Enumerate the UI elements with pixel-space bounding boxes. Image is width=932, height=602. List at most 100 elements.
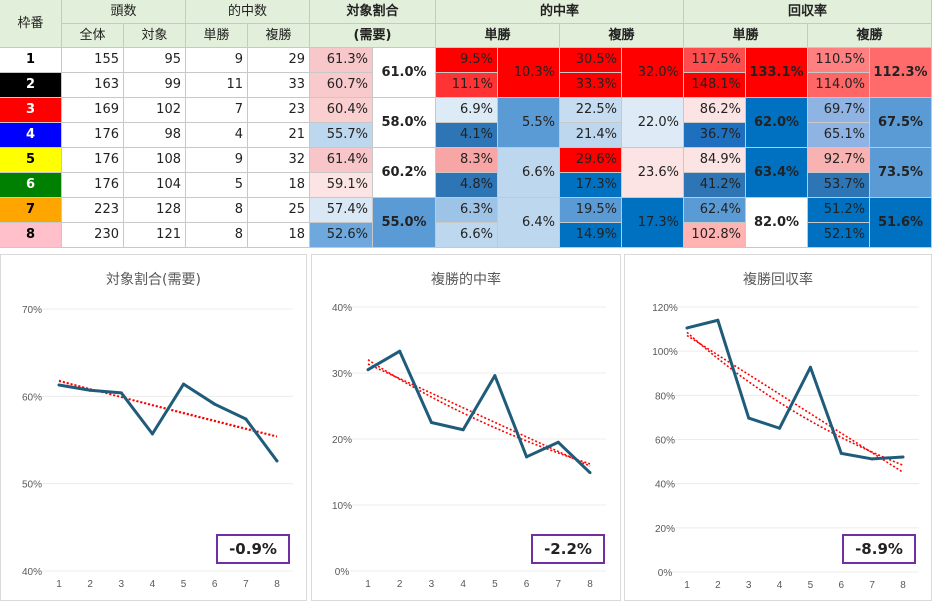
data-point <box>901 455 905 459</box>
header-fuku-rate: 複勝 <box>560 24 684 48</box>
chart-svg: 0% 10% 20% 30% 40% 1 2 3 4 5 6 7 8 <box>332 303 606 590</box>
cell-fuku-hit: 23 <box>248 98 310 123</box>
data-point <box>685 326 689 330</box>
cell-ratio: 60.7% <box>310 73 373 98</box>
x-tick-label: 8 <box>587 579 593 590</box>
chart-svg: 0% 20% 40% 60% 80% 100% 120% 1 2 3 4 5 6 7 8 <box>652 303 919 591</box>
cell-fuku-ret: 92.7% <box>808 148 870 173</box>
cell-fuku-ret: 114.0% <box>808 73 870 98</box>
trendline-linear <box>686 334 904 473</box>
cell-tan-rate: 6.9% <box>436 98 498 123</box>
pair-tan-ret: 62.0% <box>746 98 808 148</box>
cell-taishou: 102 <box>124 98 186 123</box>
header-fukushou: 複勝 <box>248 24 310 48</box>
data-point <box>556 440 560 444</box>
waku-2: 2 <box>0 73 62 98</box>
cell-tan-ret: 41.2% <box>684 173 746 198</box>
cell-fuku-hit: 18 <box>248 173 310 198</box>
y-tick-label: 40% <box>22 567 42 578</box>
cell-zentai: 223 <box>62 198 124 223</box>
pair-fuku-ret: 73.5% <box>870 148 932 198</box>
data-point <box>150 432 154 436</box>
data-point <box>88 388 92 392</box>
x-tick-label: 4 <box>777 580 783 591</box>
cell-tan-rate: 6.3% <box>436 198 498 223</box>
y-tick-label: 70% <box>22 305 42 316</box>
series-line <box>58 382 279 462</box>
cell-tan-hit: 11 <box>186 73 248 98</box>
data-point <box>461 428 465 432</box>
x-tick-label: 7 <box>869 580 875 591</box>
waku-4: 4 <box>0 123 62 148</box>
cell-ratio: 61.4% <box>310 148 373 173</box>
data-point <box>808 365 812 369</box>
pair-fuku-ret: 112.3% <box>870 48 932 98</box>
pair-tan-rate: 5.5% <box>498 98 560 148</box>
cell-taishou: 99 <box>124 73 186 98</box>
x-tick-label: 2 <box>715 580 721 591</box>
cell-ratio: 52.6% <box>310 223 373 248</box>
header-tanshou: 単勝 <box>186 24 248 48</box>
pair-tan-rate: 6.4% <box>498 198 560 248</box>
x-tick-label: 7 <box>556 579 562 590</box>
pair-fuku-ret: 51.6% <box>870 198 932 248</box>
y-tick-label: 10% <box>332 501 352 512</box>
data-point <box>747 416 751 420</box>
header-taishou: 対象 <box>124 24 186 48</box>
data-point <box>493 374 497 378</box>
cell-tan-hit: 4 <box>186 123 248 148</box>
x-tick-label: 6 <box>212 579 218 590</box>
pair-fuku-rate: 22.0% <box>622 98 684 148</box>
cell-fuku-ret: 69.7% <box>808 98 870 123</box>
cell-tan-ret: 148.1% <box>684 73 746 98</box>
pair-fuku-ret: 67.5% <box>870 98 932 148</box>
y-tick-label: 20% <box>332 435 352 446</box>
cell-fuku-ret: 52.1% <box>808 223 870 248</box>
cell-fuku-rate: 30.5% <box>560 48 622 73</box>
series-line <box>686 318 904 461</box>
cell-fuku-hit: 29 <box>248 48 310 73</box>
pair-tan-rate: 10.3% <box>498 48 560 98</box>
cell-tan-rate: 4.8% <box>436 173 498 198</box>
pair-ratio: 61.0% <box>373 48 436 98</box>
x-tick-label: 3 <box>119 579 125 590</box>
waku-3: 3 <box>0 98 62 123</box>
data-point <box>398 349 402 353</box>
y-tick-label: 40% <box>332 303 352 314</box>
cell-zentai: 176 <box>62 123 124 148</box>
x-tick-label: 8 <box>274 579 280 590</box>
header-taishou-wariai: 対象割合 <box>310 0 436 24</box>
trend-change-box: -8.9% <box>842 534 916 564</box>
cell-tan-hit: 9 <box>186 148 248 173</box>
cell-ratio: 55.7% <box>310 123 373 148</box>
cell-zentai: 169 <box>62 98 124 123</box>
header-fuku-ret: 複勝 <box>808 24 932 48</box>
x-tick-label: 1 <box>365 579 371 590</box>
y-tick-label: 80% <box>655 391 675 402</box>
cell-tan-hit: 5 <box>186 173 248 198</box>
cell-fuku-rate: 19.5% <box>560 198 622 223</box>
y-tick-label: 60% <box>655 436 675 447</box>
x-tick-label: 6 <box>524 579 530 590</box>
cell-fuku-hit: 18 <box>248 223 310 248</box>
cell-fuku-rate: 17.3% <box>560 173 622 198</box>
header-tekichuu-ritsu: 的中率 <box>436 0 684 24</box>
x-tick-label: 3 <box>429 579 435 590</box>
cell-taishou: 104 <box>124 173 186 198</box>
header-juyou: (需要) <box>310 24 436 48</box>
x-tick-label: 3 <box>746 580 752 591</box>
y-tick-label: 60% <box>22 392 42 403</box>
chart-panel-2: 複勝的中率 0% 10% 20% 30% 40% 1 2 3 4 5 6 7 8 -2.2% <box>311 254 621 601</box>
cell-tan-rate: 11.1% <box>436 73 498 98</box>
x-tick-label: 5 <box>181 579 187 590</box>
cell-tan-rate: 6.6% <box>436 223 498 248</box>
header-tan-rate: 単勝 <box>436 24 560 48</box>
chart-title: 複勝的中率 <box>431 272 501 288</box>
chart-svg: 40% 50% 60% 70% 1 2 3 4 5 6 7 8 <box>22 305 293 590</box>
trend-change-box: -2.2% <box>531 534 605 564</box>
header-tekichuu-suu: 的中数 <box>186 0 310 24</box>
data-point <box>839 451 843 455</box>
pair-fuku-rate: 23.6% <box>622 148 684 198</box>
cell-tan-ret: 102.8% <box>684 223 746 248</box>
pair-ratio: 55.0% <box>373 198 436 248</box>
